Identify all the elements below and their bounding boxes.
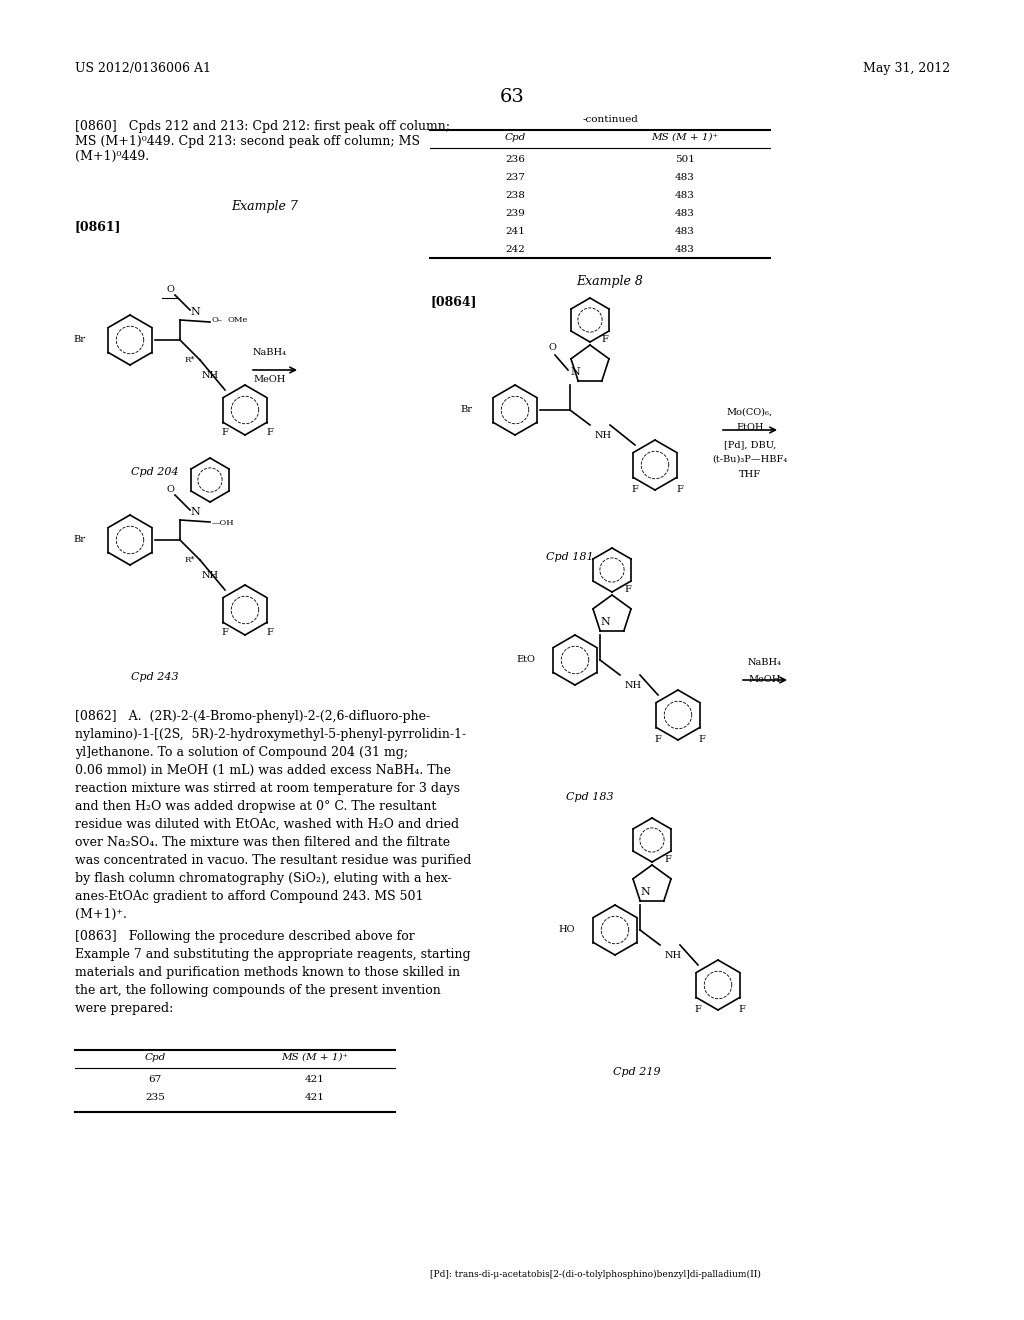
Text: Br: Br [73, 536, 85, 544]
Text: THF: THF [739, 470, 761, 479]
Text: 421: 421 [305, 1074, 325, 1084]
Text: O: O [166, 484, 174, 494]
Text: N: N [190, 308, 200, 317]
Text: NH: NH [625, 681, 642, 689]
Text: Cpd 204: Cpd 204 [131, 467, 179, 477]
Text: [Pd], DBU,: [Pd], DBU, [724, 440, 776, 449]
Text: 421: 421 [305, 1093, 325, 1102]
Text: Cpd: Cpd [144, 1053, 166, 1063]
Text: F: F [654, 735, 662, 744]
Text: Cpd: Cpd [505, 133, 525, 143]
Text: Example 8: Example 8 [577, 275, 643, 288]
Text: Cpd 183: Cpd 183 [566, 792, 613, 803]
Text: [0860]   Cpds 212 and 213: Cpd 212: first peak off column;
MS (M+1)⁰449. Cpd 213: [0860] Cpds 212 and 213: Cpd 212: first … [75, 120, 450, 162]
Text: Mo(CO)₆,: Mo(CO)₆, [727, 408, 773, 417]
Text: F: F [266, 428, 273, 437]
Text: F: F [625, 585, 632, 594]
Text: OMe: OMe [228, 315, 249, 323]
Text: NH: NH [665, 950, 682, 960]
Text: O–: O– [212, 315, 223, 323]
Text: 239: 239 [505, 209, 525, 218]
Text: [Pd]: trans-di-μ-acetatobis[2-(di-o-tolylphosphino)benzyl]di-palladium(II): [Pd]: trans-di-μ-acetatobis[2-(di-o-toly… [430, 1270, 761, 1279]
Text: F: F [221, 628, 228, 638]
Text: 237: 237 [505, 173, 525, 182]
Text: 241: 241 [505, 227, 525, 236]
Text: HO: HO [558, 925, 575, 935]
Text: 483: 483 [675, 173, 695, 182]
Text: EtOH: EtOH [736, 422, 764, 432]
Text: NH: NH [595, 430, 612, 440]
Text: May 31, 2012: May 31, 2012 [863, 62, 950, 75]
Text: F: F [665, 855, 672, 865]
Text: NH: NH [202, 371, 219, 380]
Text: F: F [221, 428, 228, 437]
Text: N: N [600, 616, 610, 627]
Text: MeOH: MeOH [254, 375, 286, 384]
Text: F: F [698, 735, 706, 744]
Text: 67: 67 [148, 1074, 162, 1084]
Text: 483: 483 [675, 209, 695, 218]
Text: Cpd 219: Cpd 219 [613, 1067, 660, 1077]
Text: EtO: EtO [516, 656, 535, 664]
Text: 236: 236 [505, 154, 525, 164]
Text: 483: 483 [675, 191, 695, 201]
Text: Cpd 243: Cpd 243 [131, 672, 179, 682]
Text: 63: 63 [500, 88, 524, 106]
Text: (t-Bu)₃P—HBF₄: (t-Bu)₃P—HBF₄ [713, 455, 787, 465]
Text: R*: R* [185, 356, 196, 364]
Text: 483: 483 [675, 227, 695, 236]
Text: F: F [677, 484, 683, 494]
Text: NaBH₄: NaBH₄ [748, 657, 782, 667]
Text: 238: 238 [505, 191, 525, 201]
Text: [0862]   A.  (2R)-2-(4-Bromo-phenyl)-2-(2,6-difluoro-phe-
nylamino)-1-[(2S,  5R): [0862] A. (2R)-2-(4-Bromo-phenyl)-2-(2,6… [75, 710, 471, 921]
Text: Br: Br [73, 335, 85, 345]
Text: 483: 483 [675, 246, 695, 253]
Text: [0861]: [0861] [75, 220, 122, 234]
Text: R*: R* [185, 556, 196, 564]
Text: 501: 501 [675, 154, 695, 164]
Text: —OH: —OH [212, 519, 234, 527]
Text: O: O [166, 285, 174, 294]
Text: N: N [190, 507, 200, 517]
Text: NaBH₄: NaBH₄ [253, 348, 287, 356]
Text: MS (M + 1)⁺: MS (M + 1)⁺ [282, 1053, 348, 1063]
Text: N: N [570, 367, 580, 378]
Text: F: F [632, 484, 638, 494]
Text: NH: NH [202, 570, 219, 579]
Text: 235: 235 [145, 1093, 165, 1102]
Text: MS (M + 1)⁺: MS (M + 1)⁺ [651, 133, 719, 143]
Text: [0864]: [0864] [430, 294, 476, 308]
Text: Example 7: Example 7 [231, 201, 298, 213]
Text: N: N [640, 887, 650, 898]
Text: F: F [694, 1005, 701, 1014]
Text: [0863]   Following the procedure described above for
Example 7 and substituting : [0863] Following the procedure described… [75, 931, 471, 1015]
Text: -continued: -continued [582, 115, 638, 124]
Text: US 2012/0136006 A1: US 2012/0136006 A1 [75, 62, 211, 75]
Text: MeOH: MeOH [749, 675, 781, 684]
Text: F: F [738, 1005, 745, 1014]
Text: O: O [548, 343, 556, 352]
Text: F: F [266, 628, 273, 638]
Text: Br: Br [460, 405, 472, 414]
Text: F: F [601, 335, 608, 345]
Text: Cpd 181: Cpd 181 [546, 552, 594, 562]
Text: 242: 242 [505, 246, 525, 253]
